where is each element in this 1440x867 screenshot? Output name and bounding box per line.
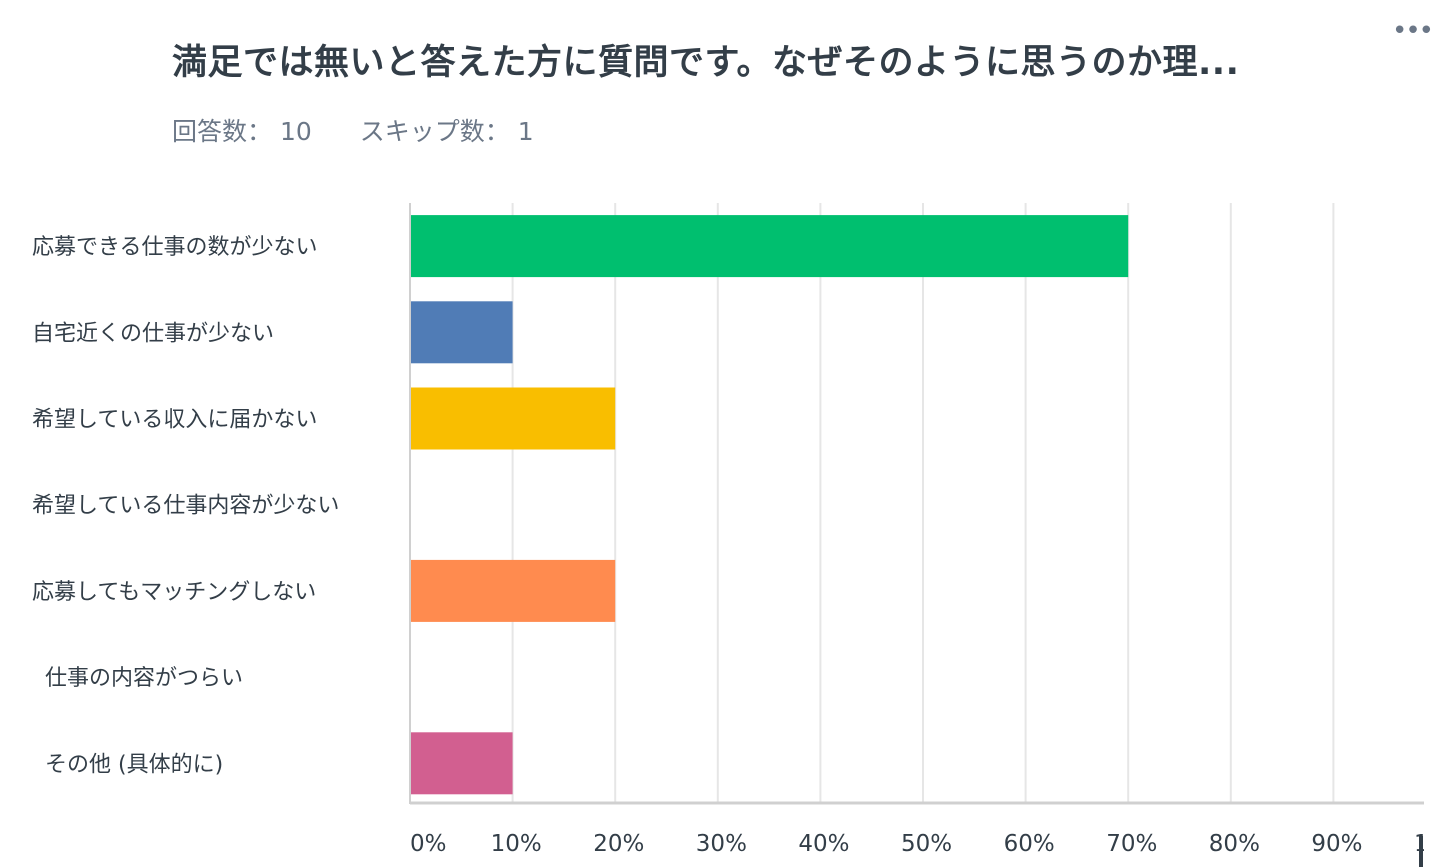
category-label: 希望している仕事内容が少ない bbox=[32, 494, 339, 519]
response-stats: 回答数： 10 スキップ数： 1 bbox=[172, 112, 574, 148]
bar bbox=[411, 215, 1129, 278]
category-label: 応募してもマッチングしない bbox=[32, 580, 316, 605]
skipped-count: スキップ数： 1 bbox=[359, 117, 534, 146]
x-tick-label: 70% bbox=[1106, 831, 1157, 857]
x-tick-label: 20% bbox=[593, 831, 644, 857]
category-label: 応募できる仕事の数が少ない bbox=[32, 235, 318, 260]
x-tick-label: 10% bbox=[491, 831, 542, 857]
category-label: 仕事の内容がつらい bbox=[45, 666, 243, 691]
x-tick-label: 80% bbox=[1209, 831, 1260, 857]
x-tick-label: 0% bbox=[410, 831, 447, 857]
ellipsis-icon[interactable]: ••• bbox=[1392, 16, 1434, 46]
bar bbox=[411, 732, 513, 795]
category-label: 自宅近くの仕事が少ない bbox=[32, 321, 274, 346]
category-label: 希望している収入に届かない bbox=[32, 408, 317, 433]
bar bbox=[411, 559, 616, 622]
scrollbar bbox=[1419, 836, 1423, 867]
x-tick-label: 30% bbox=[696, 831, 747, 857]
x-tick-label: 60% bbox=[1004, 831, 1055, 857]
answered-count: 回答数： 10 bbox=[172, 117, 312, 146]
bar bbox=[411, 387, 616, 450]
x-tick-label: 50% bbox=[901, 831, 952, 857]
bar bbox=[411, 301, 513, 364]
x-tick-label: 40% bbox=[798, 831, 849, 857]
question-title: 満足では無いと答えた方に質問です。なぜそのように思うのか理... bbox=[172, 43, 1240, 83]
category-label: その他 (具体的に) bbox=[45, 752, 223, 777]
x-tick-label: 90% bbox=[1311, 831, 1362, 857]
